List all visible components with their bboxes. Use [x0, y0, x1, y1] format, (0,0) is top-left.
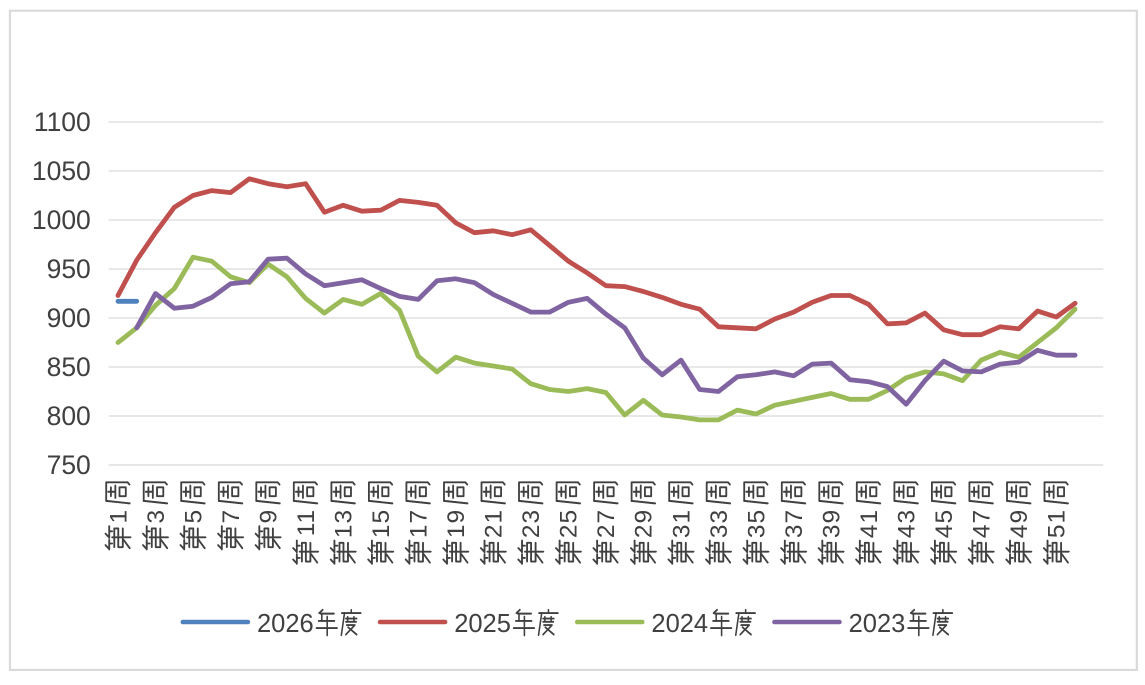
svg-text:5: 5 [180, 509, 207, 524]
svg-text:45: 45 [931, 509, 958, 538]
svg-text:17: 17 [406, 509, 433, 538]
svg-text:1: 1 [105, 509, 132, 524]
svg-text:35: 35 [743, 509, 770, 538]
svg-text:13: 13 [331, 509, 358, 538]
svg-text:900: 900 [47, 303, 91, 333]
svg-text:33: 33 [706, 509, 733, 538]
svg-text:27: 27 [593, 509, 620, 538]
svg-text:2023: 2023 [849, 610, 906, 638]
svg-text:19: 19 [443, 509, 470, 538]
svg-text:21: 21 [481, 509, 508, 538]
svg-text:49: 49 [1006, 509, 1033, 538]
svg-text:25: 25 [556, 509, 583, 538]
svg-text:43: 43 [894, 509, 921, 538]
svg-text:2026: 2026 [257, 610, 314, 638]
svg-text:850: 850 [47, 352, 91, 382]
svg-text:11: 11 [293, 509, 320, 536]
svg-text:23: 23 [518, 509, 545, 538]
svg-text:1100: 1100 [34, 107, 91, 137]
svg-text:1050: 1050 [32, 156, 91, 186]
svg-text:41: 41 [856, 509, 883, 538]
svg-text:15: 15 [368, 509, 395, 538]
svg-text:950: 950 [47, 254, 91, 284]
svg-text:51: 51 [1044, 509, 1071, 538]
svg-text:750: 750 [47, 450, 91, 480]
svg-text:39: 39 [818, 509, 845, 538]
svg-text:9: 9 [255, 509, 282, 524]
svg-text:47: 47 [969, 509, 996, 538]
svg-text:1000: 1000 [32, 205, 91, 235]
svg-text:31: 31 [668, 509, 695, 538]
svg-text:2024: 2024 [651, 610, 708, 638]
svg-text:2025: 2025 [454, 610, 511, 638]
svg-text:7: 7 [218, 509, 245, 524]
svg-text:37: 37 [781, 509, 808, 538]
svg-text:29: 29 [631, 509, 658, 538]
svg-text:800: 800 [47, 401, 91, 431]
svg-text:3: 3 [143, 509, 170, 524]
